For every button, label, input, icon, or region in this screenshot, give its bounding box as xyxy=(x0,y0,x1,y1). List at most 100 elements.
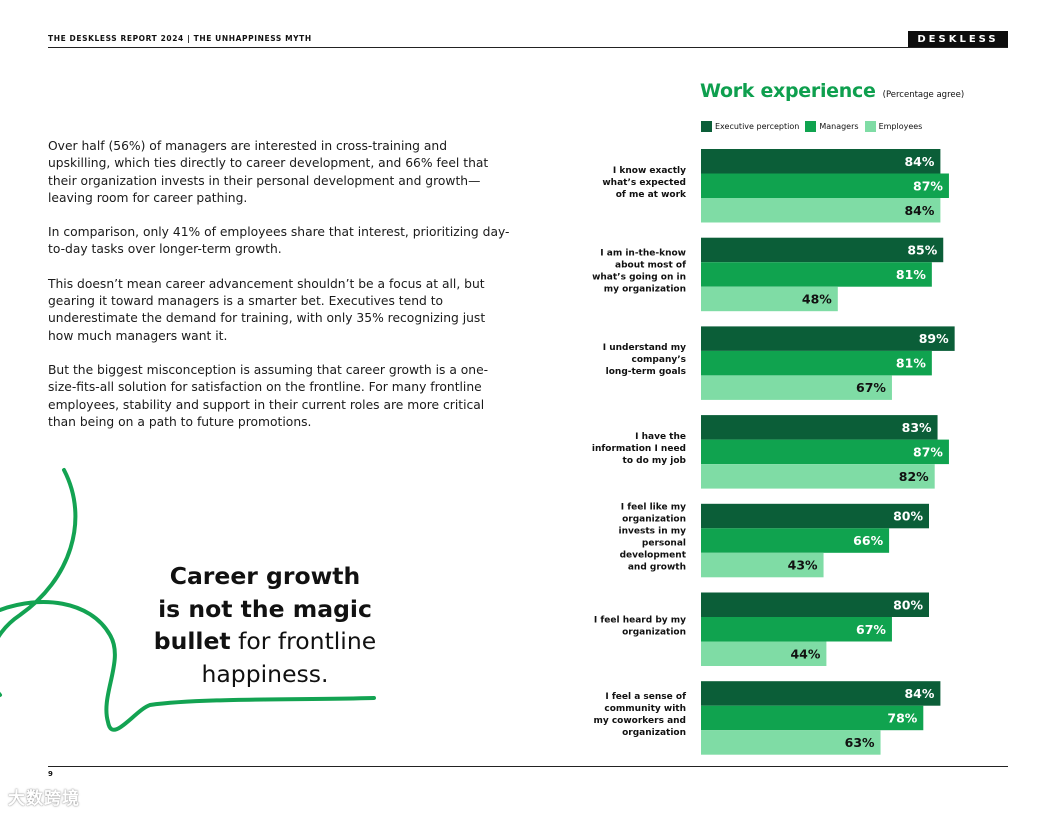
bar-value-label: 67% xyxy=(856,380,886,395)
quote-line-1: Career growth xyxy=(169,562,361,590)
category-label-line: my organization xyxy=(604,284,686,294)
bar-employees xyxy=(701,552,824,578)
category-label: I feel a sense of community with my cowork… xyxy=(593,692,686,738)
bar-value-label: 81% xyxy=(896,267,926,282)
bar-executive-perception xyxy=(701,503,929,529)
category-label-line: invests in my xyxy=(619,527,687,537)
bar-value-label: 80% xyxy=(893,509,923,524)
category-label-line: long-term goals xyxy=(606,367,686,377)
category-label-line: what’s going on in xyxy=(592,272,686,282)
category-label-line: I feel like my xyxy=(621,503,686,513)
bar-executive-perception xyxy=(701,326,955,351)
legend-item-managers: Managers xyxy=(805,121,859,132)
chart-title-main: Work experience xyxy=(700,80,876,102)
bar-value-label: 87% xyxy=(913,178,943,193)
category-label-line: community with xyxy=(604,704,686,714)
bar-managers xyxy=(701,350,932,376)
legend-label-employees: Employees xyxy=(878,122,923,131)
report-header-title: THE DESKLESS REPORT 2024 | THE UNHAPPINE… xyxy=(48,34,312,43)
category-label-line: I feel a sense of xyxy=(605,692,686,702)
category-label-line: personal xyxy=(642,539,686,549)
bar-value-label: 84% xyxy=(904,686,934,701)
category-label-line: about most of xyxy=(615,260,686,270)
watermark: 大数跨境 xyxy=(8,789,80,809)
category-label: I have the information I need to do my job xyxy=(592,432,687,466)
paragraph-3: This doesn’t mean career advancement sho… xyxy=(48,276,486,343)
category-label: I understand my company’s long-term goals xyxy=(603,343,686,377)
bar-managers xyxy=(701,439,949,465)
footer-divider xyxy=(48,766,1008,767)
bar-value-label: 48% xyxy=(802,291,832,306)
category-label-line: development xyxy=(620,551,687,561)
quote-line-3-bold: bullet xyxy=(153,627,231,655)
category-label: I feel like my organization invests in my p… xyxy=(619,503,687,573)
category-label-line: what’s expected xyxy=(602,178,686,188)
category-label-line: I have the xyxy=(635,432,686,442)
bar-managers xyxy=(701,528,890,553)
header-divider xyxy=(48,47,1008,48)
chart-subtitle: (Percentage agree) xyxy=(882,90,965,100)
bar-value-label: 83% xyxy=(902,420,932,435)
bar-managers xyxy=(701,705,924,731)
bar-employees xyxy=(701,730,881,755)
legend-swatch-executive xyxy=(701,121,712,132)
category-label-line: organization xyxy=(622,515,686,525)
legend-item-employees: Employees xyxy=(864,121,923,132)
category-label: I know exactly what’s expected of me at wo… xyxy=(602,166,687,200)
bar-executive-perception xyxy=(701,592,929,617)
bar-value-label: 85% xyxy=(907,242,937,257)
category-label: I am in-the-know about most of what’s goin… xyxy=(592,248,686,294)
category-label-line: of me at work xyxy=(616,190,687,200)
body-text: Over half (56%) of managers are interest… xyxy=(48,138,510,448)
legend-item-executive: Executive perception xyxy=(701,121,799,132)
bar-value-label: 63% xyxy=(845,735,875,750)
bar-employees xyxy=(701,641,827,666)
legend-label-managers: Managers xyxy=(819,122,859,131)
bar-value-label: 78% xyxy=(887,710,917,725)
category-label-line: organization xyxy=(622,728,686,738)
bar-managers xyxy=(701,617,892,642)
pull-quote: Career growth is not the magic bullet fo… xyxy=(120,560,410,690)
page-number: 9 xyxy=(48,770,53,778)
chart-legend: Executive perception Managers Employees xyxy=(701,121,922,132)
bar-employees xyxy=(701,375,892,400)
bar-value-label: 43% xyxy=(788,558,818,573)
category-label: I feel heard by my organization xyxy=(594,615,686,637)
bar-value-label: 80% xyxy=(893,597,923,612)
quote-line-2: is not the magic xyxy=(158,594,372,623)
bar-value-label: 81% xyxy=(896,356,926,371)
bar-value-label: 66% xyxy=(853,533,883,548)
bar-value-label: 84% xyxy=(904,203,934,218)
bar-value-label: 89% xyxy=(919,331,949,346)
decorative-squiggle xyxy=(0,468,376,732)
category-label-line: I feel heard by my xyxy=(594,615,686,625)
category-label-line: I am in-the-know xyxy=(600,248,686,258)
bar-executive-perception xyxy=(701,149,941,174)
bar-managers xyxy=(701,173,949,198)
bar-value-label: 82% xyxy=(899,469,929,484)
quote-line-3: bullet for frontline xyxy=(120,625,410,658)
legend-label-executive: Executive perception xyxy=(715,122,800,131)
bar-value-label: 87% xyxy=(913,444,943,459)
category-label-line: organization xyxy=(622,627,686,637)
category-label-line: to do my job xyxy=(623,456,687,466)
paragraph-2: In comparison, only 41% of employees sha… xyxy=(48,225,510,257)
bar-employees xyxy=(701,286,838,312)
chart-title: Work experience (Percentage agree) xyxy=(700,80,964,102)
bar-managers xyxy=(701,262,932,287)
paragraph-1: Over half (56%) of managers are interest… xyxy=(48,139,489,205)
category-label-line: I understand my xyxy=(603,343,686,353)
bar-employees xyxy=(701,198,941,223)
bar-value-label: 44% xyxy=(790,646,820,661)
category-label-line: and growth xyxy=(628,563,686,573)
legend-swatch-employees xyxy=(864,121,876,132)
quote-line-4: happiness. xyxy=(201,659,329,688)
category-label-line: my coworkers and xyxy=(593,716,686,726)
bar-employees xyxy=(701,464,935,489)
quote-line-3-rest: for frontline xyxy=(230,627,377,655)
bar-executive-perception xyxy=(701,415,938,440)
category-label-line: I know exactly xyxy=(613,166,686,176)
paragraph-4: But the biggest misconception is assumin… xyxy=(48,362,489,429)
bar-executive-perception xyxy=(701,237,944,263)
